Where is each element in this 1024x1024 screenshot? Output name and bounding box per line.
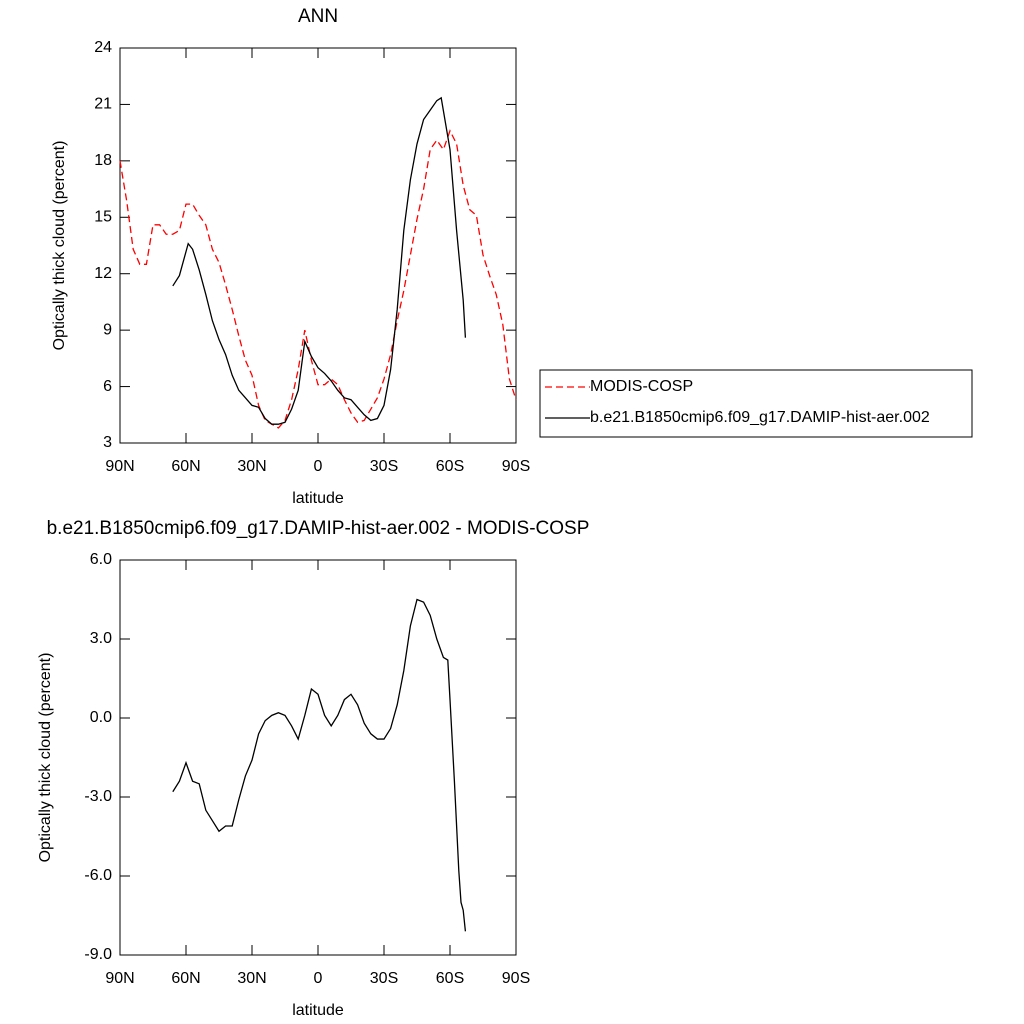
y-tick-label: 0.0 xyxy=(90,709,112,726)
data-line xyxy=(172,598,467,932)
y-tick-label: 12 xyxy=(94,265,112,282)
y-tick-label: 6.0 xyxy=(90,551,112,568)
chart-title: ANN xyxy=(298,6,338,27)
x-tick-label: 30N xyxy=(237,458,266,475)
x-tick-label: 90N xyxy=(105,970,134,987)
legend-label: MODIS-COSP xyxy=(590,378,693,395)
y-tick-label: 15 xyxy=(94,209,112,226)
y-tick-label: -9.0 xyxy=(84,946,112,963)
plot-frame xyxy=(119,559,517,956)
x-tick-label: 30S xyxy=(370,970,398,987)
data-line xyxy=(119,129,517,429)
x-tick-label: 0 xyxy=(314,458,323,475)
y-tick-label: -6.0 xyxy=(84,867,112,884)
y-tick-label: 6 xyxy=(103,378,112,395)
y-axis-label: Optically thick cloud (percent) xyxy=(37,653,54,863)
data-line xyxy=(172,96,467,425)
chart-title: b.e21.B1850cmip6.f09_g17.DAMIP-hist-aer.… xyxy=(47,518,590,539)
x-tick-label: 90S xyxy=(502,458,530,475)
x-tick-label: 60S xyxy=(436,970,464,987)
y-tick-label: 24 xyxy=(94,39,112,56)
x-tick-label: 0 xyxy=(314,970,323,987)
y-axis-label: Optically thick cloud (percent) xyxy=(51,141,68,351)
y-tick-label: -3.0 xyxy=(84,788,112,805)
legend-box xyxy=(539,369,973,438)
x-axis-label: latitude xyxy=(292,1002,344,1019)
x-tick-label: 60N xyxy=(171,970,200,987)
x-tick-label: 30N xyxy=(237,970,266,987)
y-tick-label: 21 xyxy=(94,96,112,113)
legend-label: b.e21.B1850cmip6.f09_g17.DAMIP-hist-aer.… xyxy=(590,409,930,426)
y-tick-label: 9 xyxy=(103,321,112,338)
y-tick-label: 3.0 xyxy=(90,630,112,647)
x-tick-label: 90S xyxy=(502,970,530,987)
x-tick-label: 30S xyxy=(370,458,398,475)
y-tick-label: 3 xyxy=(103,434,112,451)
x-tick-label: 60S xyxy=(436,458,464,475)
x-axis-label: latitude xyxy=(292,490,344,507)
x-tick-label: 60N xyxy=(171,458,200,475)
x-tick-label: 90N xyxy=(105,458,134,475)
y-tick-label: 18 xyxy=(94,152,112,169)
